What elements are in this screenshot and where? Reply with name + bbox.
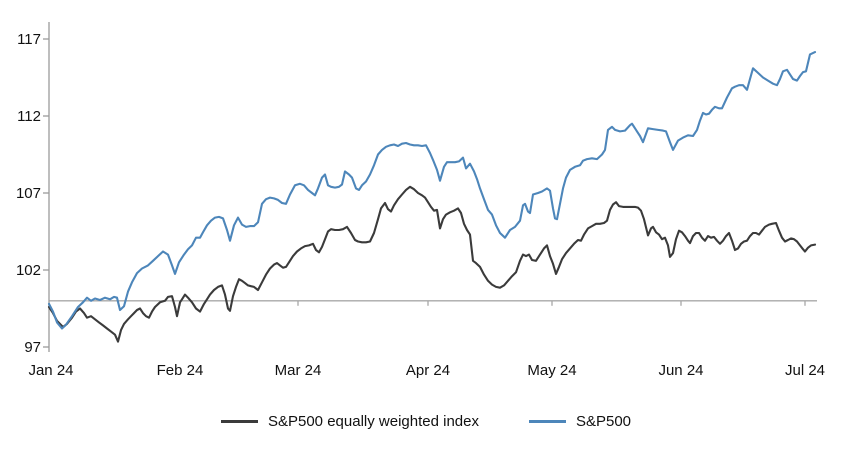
series-line-0 [47, 185, 817, 343]
legend-item-sp500: S&P500 [528, 413, 632, 430]
y-tick-label: 117 [17, 31, 41, 48]
x-tick-label: Jul 24 [785, 362, 825, 379]
x-axis: Jan 24 Feb 24 Mar 24 Apr 24 May 24 Jun 24 Jul … [28, 300, 825, 379]
x-tick-label: Apr 24 [406, 362, 450, 379]
legend-item-equal-weight: S&P500 equally weighted index [220, 413, 479, 430]
legend-label-sp500: S&P500 [575, 413, 632, 430]
x-tick-label: May 24 [527, 362, 576, 379]
series-line-1 [47, 51, 817, 330]
x-tick-label: Feb 24 [157, 362, 204, 379]
x-tick-label: Mar 24 [275, 362, 322, 379]
y-tick-label: 107 [16, 185, 41, 202]
y-tick-label: 102 [16, 262, 41, 279]
equal-weight-line-sample [220, 420, 258, 423]
sp500-line-sample [528, 420, 566, 423]
y-axis: 97 102 107 112 117 [16, 22, 50, 356]
y-tick-label: 112 [17, 108, 41, 125]
y-tick-label: 97 [24, 339, 41, 356]
legend-label-equal-weight: S&P500 equally weighted index [267, 413, 479, 430]
chart-legend: S&P500 equally weighted index S&P500 [0, 413, 852, 430]
x-tick-label: Jun 24 [658, 362, 703, 379]
x-tick-label: Jan 24 [28, 362, 73, 379]
